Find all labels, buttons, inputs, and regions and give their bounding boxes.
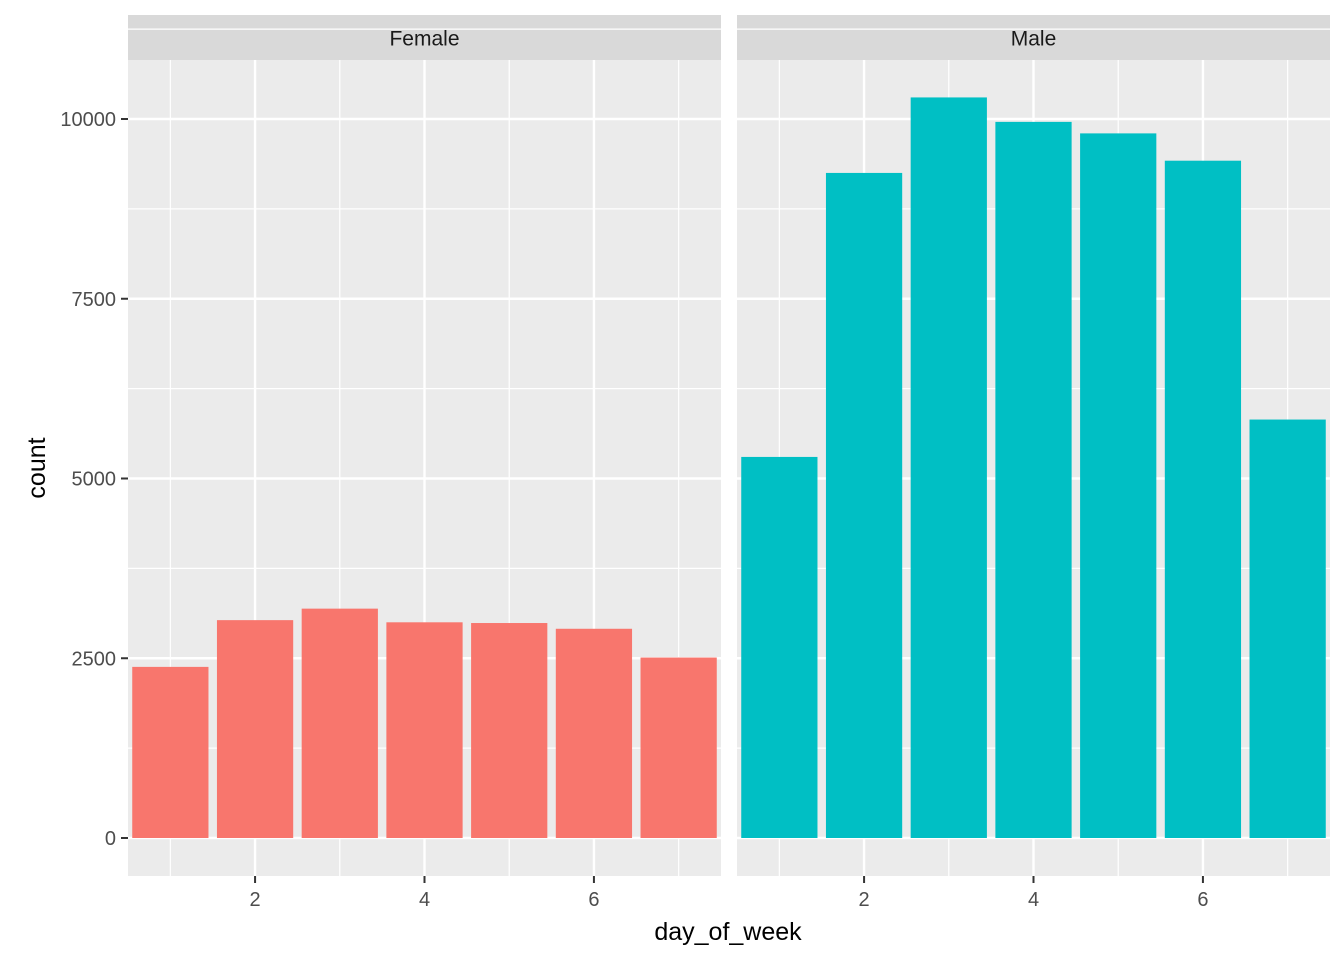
bar-female-day-5 [471, 623, 548, 838]
y-axis-title: count [23, 437, 51, 498]
y-axis: 0 2500 5000 7500 10000 [60, 109, 128, 850]
x-tick-label: 6 [588, 889, 599, 911]
bar-male-day-6 [1164, 160, 1242, 838]
x-tick-label: 4 [419, 889, 430, 911]
bar-female-day-2 [216, 620, 294, 838]
y-tick-label: 7500 [72, 289, 117, 311]
bar-male-day-4 [995, 121, 1072, 839]
x-tick-label: 6 [1197, 889, 1208, 911]
y-tick-label: 5000 [72, 469, 117, 491]
bar-male-day-2 [825, 172, 903, 839]
x-tick-label: 2 [859, 889, 870, 911]
bar-female-day-6 [555, 628, 633, 838]
bar-male-day-5 [1080, 133, 1157, 838]
bar-female-day-7 [640, 657, 717, 838]
facet-strip [737, 15, 1330, 60]
bar-male-day-3 [910, 97, 987, 839]
x-tick-label: 4 [1028, 889, 1039, 911]
facet-strip [128, 15, 721, 60]
x-axis-title: day_of_week [654, 918, 802, 946]
y-tick-label: 2500 [72, 648, 117, 670]
bar-female-day-4 [386, 622, 463, 838]
y-tick-label: 0 [105, 828, 116, 850]
facet-strip-label: Female [389, 28, 459, 51]
facet-strip-label: Male [1011, 28, 1057, 51]
x-tick-label: 2 [250, 889, 261, 911]
bar-male-day-7 [1249, 419, 1326, 838]
bar-female-day-3 [301, 608, 378, 838]
facet-panels: Female 2 4 6 Male 2 4 6 [128, 15, 1330, 911]
y-tick-label: 10000 [60, 109, 116, 131]
bar-female-day-1 [132, 666, 209, 838]
bar-male-day-1 [741, 456, 818, 838]
facet-panel-female: Female 2 4 6 [128, 15, 721, 911]
facet-panel-male: Male 2 4 6 [737, 15, 1330, 911]
